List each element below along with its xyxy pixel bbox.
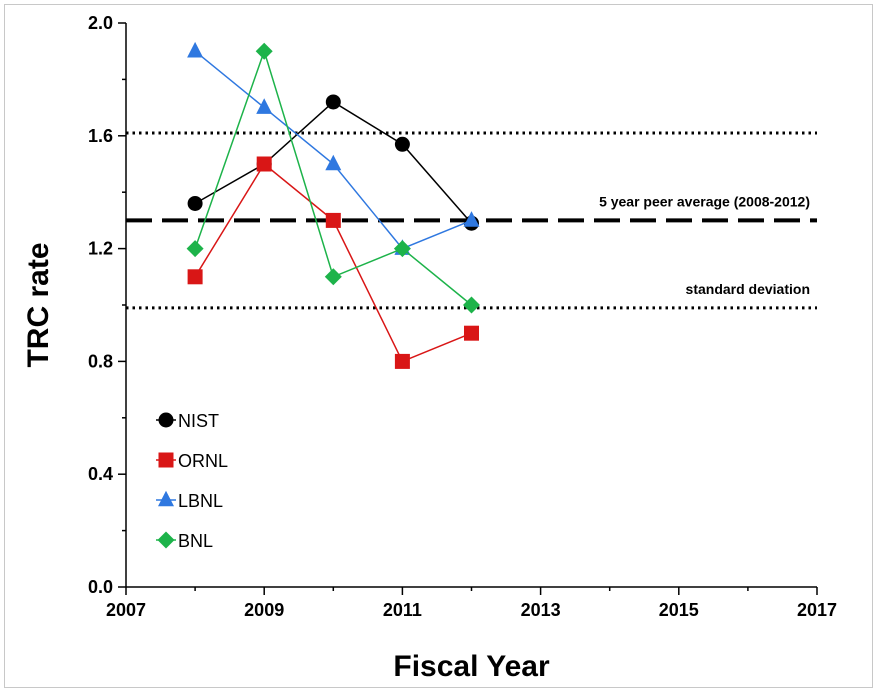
- x-tick-label-3: 2013: [521, 600, 561, 620]
- data-point-bnl-2011: [393, 240, 411, 258]
- data-point-lbnl-2012: [463, 211, 480, 227]
- y-tick-label-5: 2.0: [88, 13, 113, 33]
- data-point-ornl-2011: [394, 353, 410, 369]
- x-tick-label-0: 2007: [106, 600, 146, 620]
- y-tick-label-0: 0.0: [88, 577, 113, 597]
- data-point-ornl-2010: [325, 212, 341, 228]
- data-point-lbnl-2008: [187, 41, 204, 58]
- legend-marker-nist: [158, 412, 174, 428]
- data-point-ornl-2012: [464, 325, 479, 341]
- legend-label-nist: NIST: [178, 411, 219, 431]
- x-axis-title: Fiscal Year: [393, 650, 550, 683]
- y-tick-label-3: 1.2: [88, 239, 113, 259]
- x-tick-label-4: 2015: [659, 600, 699, 620]
- data-point-bnl-2008: [186, 240, 204, 258]
- data-point-ornl-2008: [187, 269, 203, 285]
- y-tick-label-1: 0.4: [88, 464, 113, 484]
- legend-label-lbnl: LBNL: [178, 491, 223, 511]
- y-tick-label-4: 1.6: [88, 126, 113, 146]
- data-point-lbnl-2010: [325, 154, 342, 171]
- data-point-nist-2008: [187, 195, 203, 211]
- data-point-nist-2011: [394, 136, 410, 152]
- x-tick-label-5: 2017: [797, 600, 837, 620]
- data-point-ornl-2009: [256, 156, 272, 172]
- x-tick-label-2: 2011: [383, 600, 422, 620]
- legend-label-ornl: ORNL: [178, 451, 228, 471]
- y-tick-label-2: 0.8: [88, 351, 113, 371]
- data-point-nist-2010: [325, 94, 341, 110]
- reference-label-2: standard deviation: [686, 281, 810, 297]
- legend-label-bnl: BNL: [178, 531, 213, 551]
- data-point-lbnl-2009: [256, 98, 273, 114]
- x-tick-label-1: 2009: [244, 600, 284, 620]
- legend-marker-ornl: [158, 452, 174, 468]
- legend-marker-lbnl: [158, 490, 174, 507]
- data-point-bnl-2009: [255, 42, 273, 60]
- legend-marker-bnl: [157, 531, 175, 549]
- data-point-bnl-2010: [324, 268, 342, 286]
- y-axis-title: TRC rate: [22, 242, 55, 367]
- data-point-bnl-2012: [463, 296, 480, 314]
- reference-label-1: 5 year peer average (2008-2012): [599, 193, 810, 209]
